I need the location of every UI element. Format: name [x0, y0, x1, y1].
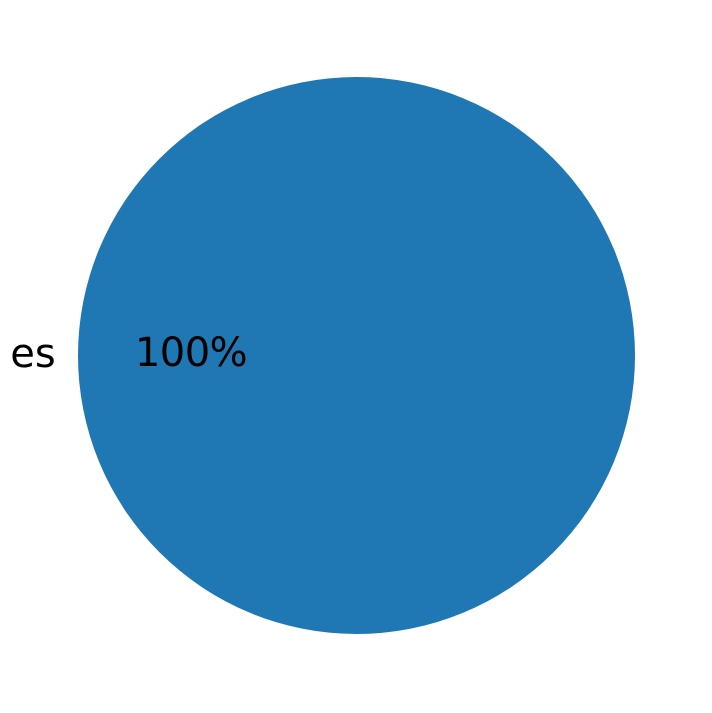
- pie-percent-label: 100%: [134, 330, 248, 376]
- pie-slice-es: [78, 77, 635, 634]
- pie-category-label: es: [10, 331, 56, 377]
